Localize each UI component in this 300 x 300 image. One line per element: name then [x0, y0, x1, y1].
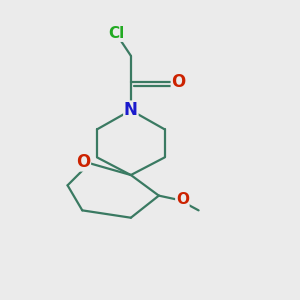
Text: O: O — [176, 192, 189, 207]
Text: N: N — [124, 101, 138, 119]
Text: O: O — [171, 73, 186, 91]
Text: O: O — [76, 153, 90, 171]
Text: Cl: Cl — [108, 26, 124, 41]
